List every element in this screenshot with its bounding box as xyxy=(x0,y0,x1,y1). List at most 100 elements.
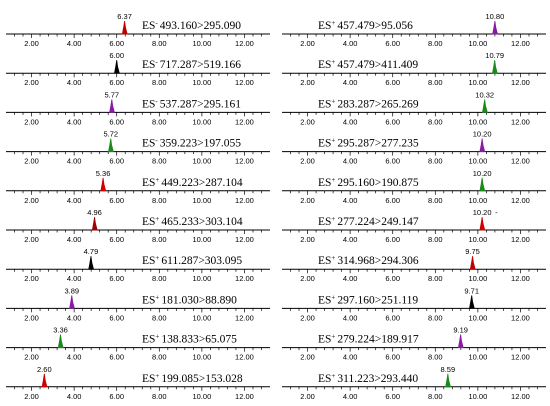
x-tick-label: 6.00 xyxy=(109,235,124,244)
x-tick-label: 2.00 xyxy=(300,313,315,322)
retention-time-label: 4.96 xyxy=(87,208,102,217)
retention-time-label: 5.72 xyxy=(103,130,118,139)
transition-label: ES- 359.223>197.055 xyxy=(142,137,241,150)
x-tick-label: 6.00 xyxy=(109,392,124,401)
chromatogram-peak xyxy=(492,60,498,74)
x-tick-label: 8.00 xyxy=(152,353,167,362)
trace-panel: 2.00 4.00 6.00 8.00 10.00 12.00 2.60 ES+ 199.085… xyxy=(6,365,270,401)
retention-time-label: 6.37 xyxy=(117,12,132,21)
transition-label: ES+ 199.085>153.028 xyxy=(142,372,243,385)
transition-label: ES+ 295.287>277.235 xyxy=(318,137,419,150)
x-tick-label: 2.00 xyxy=(24,353,39,362)
x-tick-label: 12.00 xyxy=(235,196,254,205)
x-tick-label: 8.00 xyxy=(152,39,167,48)
x-tick-label: 8.00 xyxy=(428,274,443,283)
x-tick-label: 8.00 xyxy=(428,392,443,401)
x-tick-label: 8.00 xyxy=(428,117,443,126)
x-tick-label: 10.00 xyxy=(468,196,487,205)
trace-panel: 2.00 4.00 6.00 8.00 10.00 12.00 6.37 ES- 493.160… xyxy=(6,12,270,48)
x-tick-label: 8.00 xyxy=(428,313,443,322)
x-tick-label: 8.00 xyxy=(152,196,167,205)
x-tick-label: 2.00 xyxy=(300,196,315,205)
chromatogram-peak xyxy=(479,177,486,192)
x-tick-label: 4.00 xyxy=(67,392,82,401)
x-tick-label: 6.00 xyxy=(385,117,400,126)
x-tick-label: 12.00 xyxy=(511,117,530,126)
x-tick-label: 8.00 xyxy=(152,117,167,126)
x-tick-label: 2.00 xyxy=(24,235,39,244)
x-tick-label: 10.00 xyxy=(468,274,487,283)
x-tick-label: 8.00 xyxy=(152,274,167,283)
x-tick-label: 10.00 xyxy=(192,157,211,166)
retention-time-label: 10.80 xyxy=(486,12,505,21)
x-tick-label: 4.00 xyxy=(67,117,82,126)
transition-label: ES+ 277.224>249.147 xyxy=(318,215,419,228)
retention-time-label: 3.36 xyxy=(53,326,68,335)
transition-label: ES+ 279.224>189.917 xyxy=(318,333,419,346)
chromatogram-peak xyxy=(457,334,464,348)
x-tick-label: 12.00 xyxy=(235,313,254,322)
retention-time-label: 9.71 xyxy=(464,286,479,295)
x-tick-label: 10.00 xyxy=(192,274,211,283)
x-tick-label: 6.00 xyxy=(109,78,124,87)
chromatogram-peak xyxy=(445,373,451,388)
x-tick-label: 6.00 xyxy=(109,353,124,362)
x-tick-label: 8.00 xyxy=(428,39,443,48)
retention-time-label: 10.20 xyxy=(473,130,492,139)
x-tick-label: 4.00 xyxy=(343,274,358,283)
x-tick-label: 8.00 xyxy=(428,353,443,362)
x-tick-label: 2.00 xyxy=(24,39,39,48)
x-tick-label: 6.00 xyxy=(109,157,124,166)
x-tick-label: 4.00 xyxy=(67,157,82,166)
x-tick-label: 2.00 xyxy=(300,39,315,48)
retention-time-label: 2.60 xyxy=(37,365,52,374)
transition-label: ES+ 138.833>65.075 xyxy=(142,333,237,346)
x-tick-label: 12.00 xyxy=(235,392,254,401)
x-tick-label: 2.00 xyxy=(300,274,315,283)
x-tick-label: 10.00 xyxy=(192,313,211,322)
chromatogram-peak xyxy=(114,60,120,74)
retention-time-label: 9.75 xyxy=(465,247,480,256)
x-tick-label: 2.00 xyxy=(300,235,315,244)
retention-time-label: 10.20 xyxy=(473,169,492,178)
x-tick-label: 10.00 xyxy=(192,235,211,244)
left-column: 2.00 4.00 6.00 8.00 10.00 12.00 6.37 ES- 493.160… xyxy=(6,12,270,401)
x-tick-label: 12.00 xyxy=(511,353,530,362)
x-tick-label: 8.00 xyxy=(152,313,167,322)
chromatogram-peak xyxy=(479,138,486,152)
x-tick-label: 4.00 xyxy=(343,78,358,87)
x-tick-label: 4.00 xyxy=(343,157,358,166)
transition-label: ES+ 297.160>251.119 xyxy=(318,293,418,306)
transition-label: ES- 537.287>295.161 xyxy=(142,97,241,110)
x-tick-label: 12.00 xyxy=(511,157,530,166)
x-tick-label: 8.00 xyxy=(428,196,443,205)
x-tick-label: 2.00 xyxy=(24,157,39,166)
trace-panel: 2.00 4.00 6.00 8.00 10.00 12.00 9.75 ES+ 314.968… xyxy=(282,247,546,283)
trace-panel: 2.00 4.00 6.00 8.00 10.00 12.00 5.72 ES- 359.223… xyxy=(6,130,270,166)
retention-time-label: 5.77 xyxy=(105,90,120,99)
transition-label: ES+ 311.223>293.440 xyxy=(318,372,418,385)
x-tick-label: 10.00 xyxy=(468,235,487,244)
x-tick-label: 4.00 xyxy=(343,117,358,126)
chromatogram-peak xyxy=(492,20,499,35)
x-tick-label: 4.00 xyxy=(343,235,358,244)
x-tick-label: 4.00 xyxy=(67,39,82,48)
chromatogram-peak xyxy=(469,256,476,270)
transition-label: ES+ 181.030>88.890 xyxy=(142,293,237,306)
x-tick-label: 10.00 xyxy=(192,392,211,401)
chromatogram-peak xyxy=(100,177,107,192)
x-tick-label: 8.00 xyxy=(428,235,443,244)
transition-label: ES- 493.160>295.090 xyxy=(142,19,241,32)
transition-label: ES+ 465.233>303.104 xyxy=(142,215,243,228)
x-tick-label: 10.00 xyxy=(468,39,487,48)
x-tick-label: 2.00 xyxy=(24,196,39,205)
trace-panel: 2.00 4.00 6.00 8.00 10.00 12.00 3.89 ES+ 181.030… xyxy=(6,286,270,322)
chromatogram-peak xyxy=(91,216,98,231)
transition-label: ES+ 457.479>95.056 xyxy=(318,19,413,32)
x-tick-label: 8.00 xyxy=(428,157,443,166)
x-tick-label: 4.00 xyxy=(67,78,82,87)
trace-panel: 2.00 4.00 6.00 8.00 10.00 12.00 10.80 ES+ 457.47… xyxy=(282,12,546,48)
x-tick-label: 8.00 xyxy=(152,157,167,166)
x-tick-label: 4.00 xyxy=(67,274,82,283)
x-tick-label: 12.00 xyxy=(235,353,254,362)
